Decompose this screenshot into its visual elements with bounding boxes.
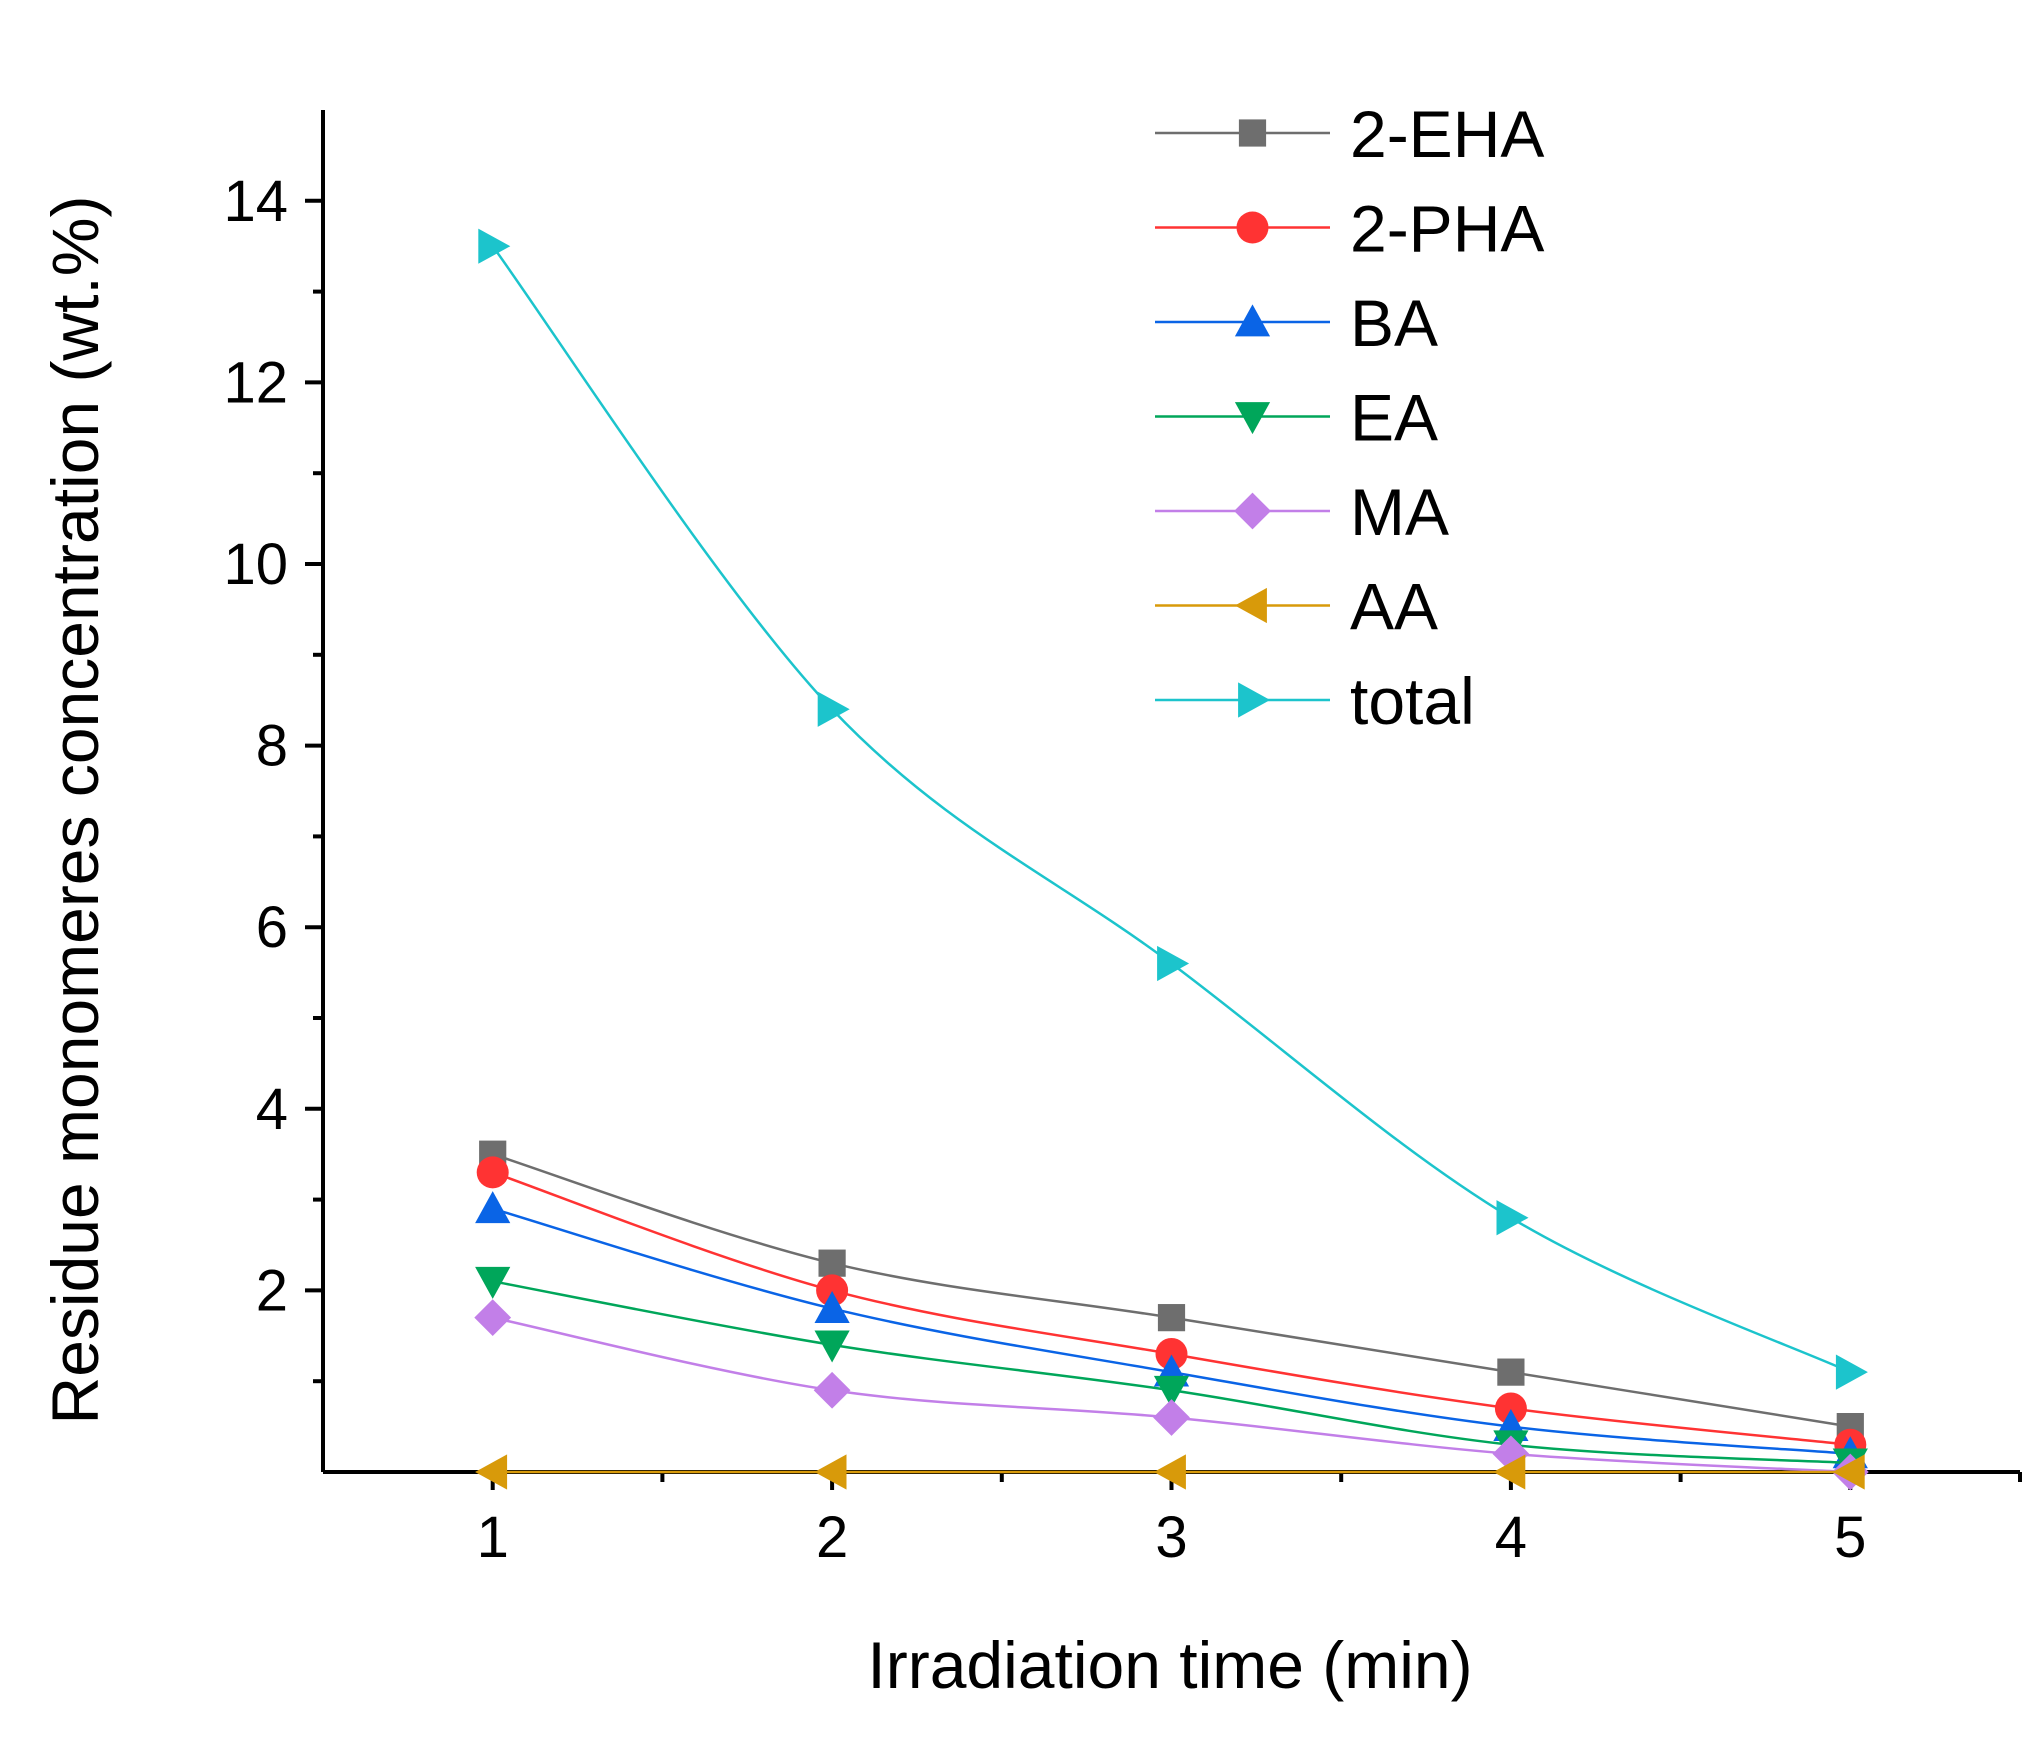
- data-point: [475, 1454, 508, 1490]
- legend-item: BA: [1155, 286, 1438, 360]
- x-tick-label: 2: [816, 1505, 848, 1570]
- legend-item: MA: [1155, 475, 1449, 549]
- data-point: [478, 228, 511, 264]
- legend-marker: [1234, 402, 1271, 435]
- legend-label: BA: [1350, 286, 1438, 360]
- data-point: [476, 1156, 509, 1189]
- data-point: [475, 1191, 511, 1224]
- data-point: [1157, 945, 1190, 982]
- legend-marker: [1234, 304, 1271, 337]
- data-point: [813, 1371, 851, 1409]
- legend-label: EA: [1350, 381, 1438, 455]
- legend-marker: [1238, 119, 1267, 147]
- data-point: [474, 1299, 512, 1337]
- legend-marker: [1236, 211, 1269, 244]
- series-layer: [474, 228, 1869, 1491]
- data-point: [817, 691, 850, 727]
- y-tick-label: 4: [256, 1077, 288, 1142]
- legend-label: AA: [1350, 570, 1438, 644]
- data-point: [1497, 1358, 1525, 1386]
- data-point: [816, 1274, 849, 1307]
- x-axis-title: Irradiation time (min): [867, 1628, 1472, 1702]
- data-point: [1155, 1337, 1188, 1370]
- legend-item: 2-EHA: [1155, 97, 1544, 171]
- x-tick-label: 4: [1495, 1505, 1527, 1570]
- data-point: [1496, 1200, 1529, 1236]
- data-point: [1494, 1392, 1527, 1425]
- legend-item: total: [1155, 664, 1475, 738]
- legend-marker: [1238, 682, 1271, 718]
- y-tick-label: 14: [223, 169, 288, 234]
- data-point: [1832, 1454, 1865, 1490]
- x-tick-label: 5: [1834, 1505, 1866, 1570]
- data-point: [1153, 1375, 1190, 1408]
- y-tick-label: 2: [256, 1258, 288, 1323]
- legend: 2-EHA 2-PHA BA EA MA AA total: [1155, 97, 1544, 738]
- data-point: [1493, 1454, 1526, 1490]
- data-point: [814, 1330, 850, 1363]
- data-point: [814, 1290, 850, 1323]
- y-tick-label: 12: [223, 350, 288, 415]
- series-total: [478, 228, 1868, 1390]
- data-point: [475, 1266, 511, 1299]
- y-tick-label: 10: [223, 532, 288, 597]
- series-ea: [475, 1266, 1868, 1481]
- y-axis-title: Residue monomeres concentration (wt.%): [38, 196, 112, 1425]
- series-2-pha: [476, 1156, 1867, 1461]
- legend-label: 2-EHA: [1350, 97, 1544, 171]
- series-aa: [475, 1454, 1865, 1490]
- data-point: [818, 1249, 846, 1277]
- series-line: [491, 245, 1851, 1374]
- legend-item: AA: [1155, 570, 1438, 644]
- legend-marker: [1234, 492, 1271, 530]
- data-point: [1835, 1354, 1868, 1390]
- legend-marker: [1234, 587, 1267, 624]
- data-point: [1157, 1304, 1186, 1332]
- x-tick-label: 1: [477, 1505, 509, 1570]
- legend-item: 2-PHA: [1155, 192, 1544, 266]
- legend-item: EA: [1155, 381, 1438, 455]
- data-point: [1492, 1435, 1530, 1473]
- legend-label: 2-PHA: [1350, 192, 1544, 266]
- data-point: [814, 1454, 847, 1490]
- y-tick-label: 6: [256, 895, 288, 960]
- y-tick-label: 8: [256, 714, 288, 779]
- legend-label: total: [1350, 664, 1475, 738]
- data-point: [1153, 1454, 1186, 1490]
- x-tick-label: 3: [1155, 1505, 1187, 1570]
- data-point: [1153, 1399, 1190, 1436]
- legend-label: MA: [1350, 475, 1449, 549]
